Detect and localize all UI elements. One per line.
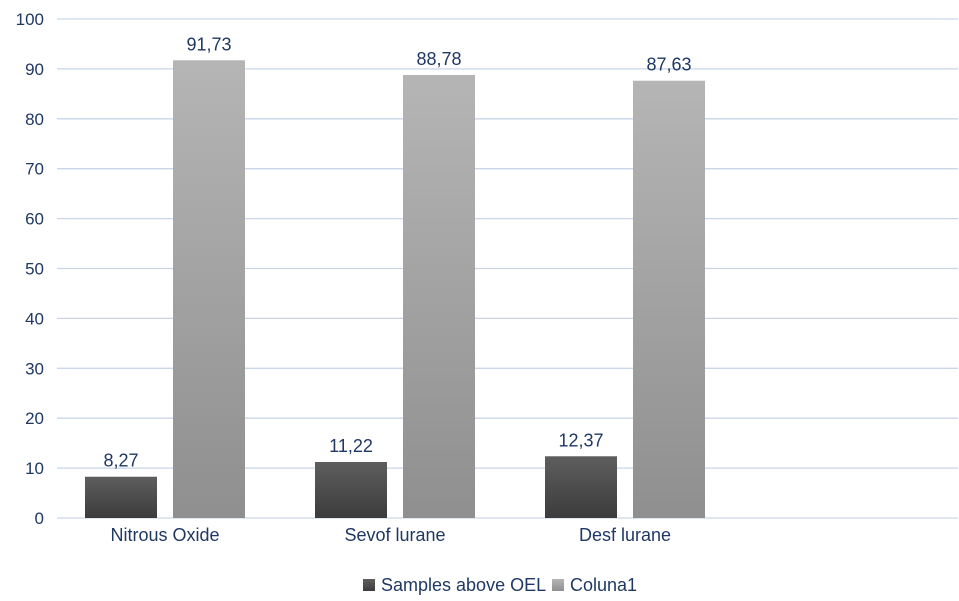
data-label: 88,78 [416, 49, 461, 69]
x-tick-label: Sevof lurane [344, 525, 445, 545]
data-label: 8,27 [103, 451, 138, 471]
legend: Samples above OEL Coluna1 [363, 575, 637, 595]
data-labels: 8,27 91,73 11,22 88,78 12,37 87,63 [103, 34, 691, 470]
y-tick-label: 30 [25, 359, 44, 378]
bar-samples-above-oel [85, 476, 157, 518]
legend-swatch-light [552, 579, 564, 591]
y-tick-label: 10 [25, 459, 44, 478]
legend-label-coluna1: Coluna1 [570, 575, 637, 595]
y-tick-label: 60 [25, 210, 44, 229]
legend-item-coluna1: Coluna1 [552, 575, 637, 595]
data-label: 87,63 [646, 55, 691, 75]
y-tick-label: 50 [25, 260, 44, 279]
bar-samples-above-oel [315, 462, 387, 518]
y-tick-label: 40 [25, 309, 44, 328]
y-tick-label: 100 [16, 10, 44, 29]
legend-swatch-dark [363, 579, 375, 591]
legend-item-samples-above-oel: Samples above OEL [363, 575, 546, 595]
x-tick-label: Nitrous Oxide [110, 525, 219, 545]
bars [85, 60, 705, 519]
y-tick-label: 20 [25, 409, 44, 428]
x-tick-label: Desf lurane [579, 525, 671, 545]
y-tick-label: 0 [35, 509, 44, 528]
y-tick-label: 90 [25, 60, 44, 79]
x-axis: Nitrous Oxide Sevof lurane Desf lurane [110, 525, 671, 545]
data-label: 11,22 [329, 436, 373, 456]
bar-coluna1 [403, 74, 475, 519]
data-label: 12,37 [558, 430, 603, 450]
bar-samples-above-oel [545, 456, 617, 518]
y-tick-label: 70 [25, 160, 44, 179]
legend-label-samples-above-oel: Samples above OEL [381, 575, 546, 595]
y-tick-label: 80 [25, 110, 44, 129]
bar-coluna1 [173, 60, 245, 518]
data-label: 91,73 [186, 34, 231, 54]
bar-coluna1 [633, 80, 705, 518]
y-axis: 0 10 20 30 40 50 60 70 80 90 100 [16, 10, 44, 528]
